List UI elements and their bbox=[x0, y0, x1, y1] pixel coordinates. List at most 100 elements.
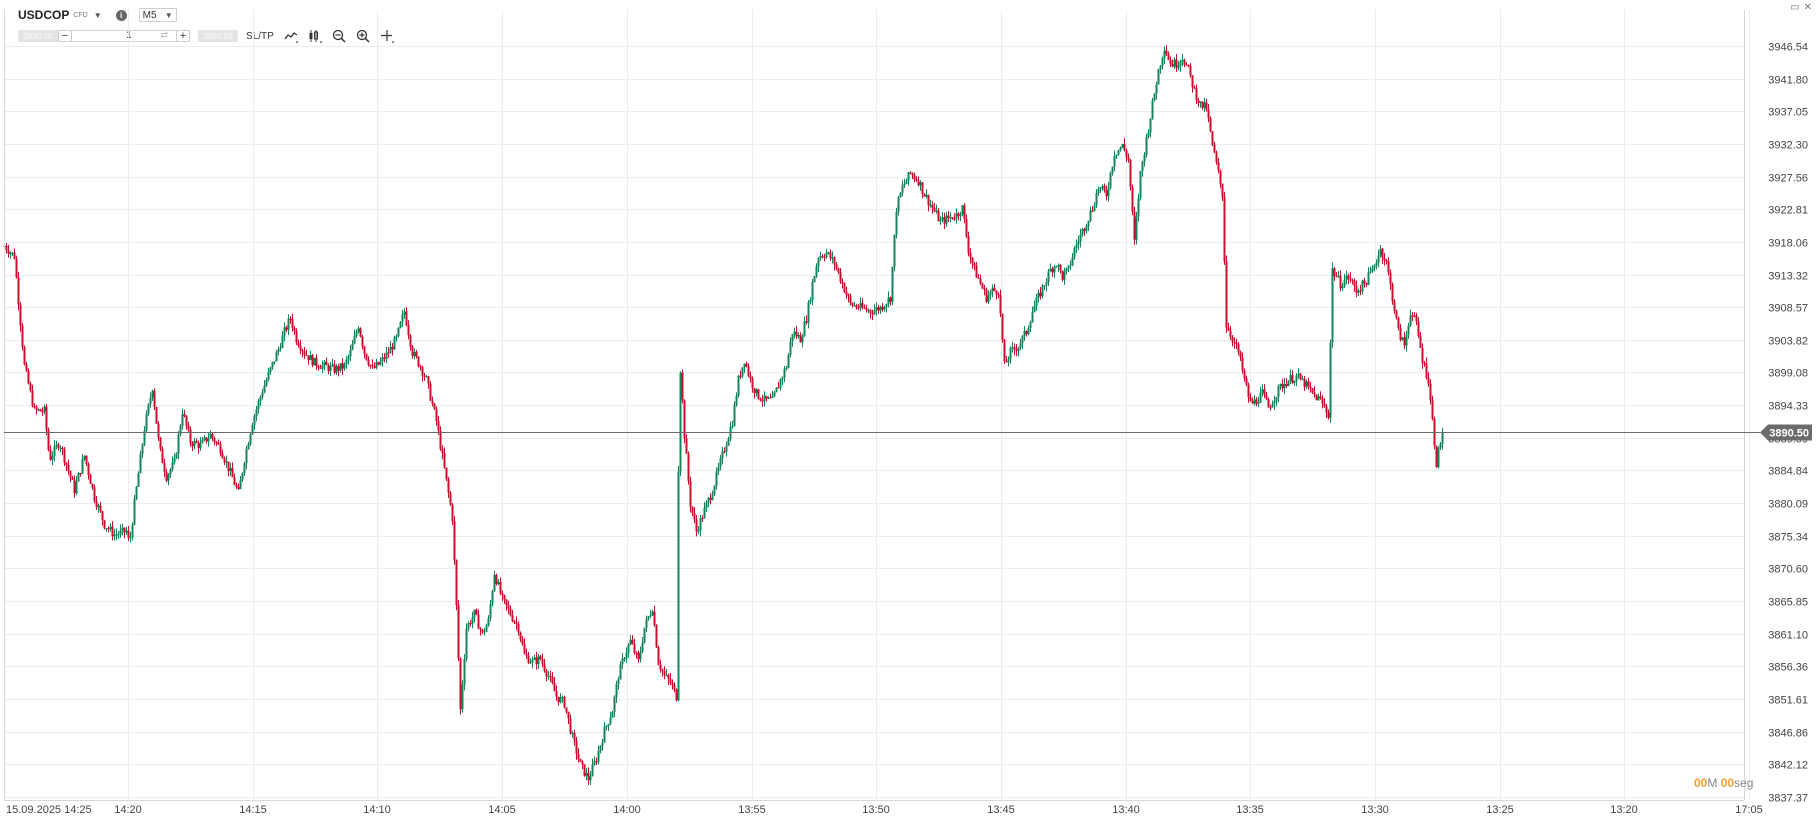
candle-body bbox=[439, 430, 442, 450]
candle-body bbox=[767, 397, 770, 399]
timeframe-select[interactable]: M5 ▼ bbox=[138, 8, 177, 22]
candle-body bbox=[961, 205, 964, 215]
candle-body bbox=[323, 361, 326, 365]
candle-body bbox=[699, 518, 702, 531]
candle-body bbox=[435, 408, 438, 422]
candle-body bbox=[759, 398, 762, 401]
candle-body bbox=[757, 389, 760, 399]
candle-body bbox=[1277, 385, 1280, 397]
candle-body bbox=[619, 664, 622, 680]
zoom-in-icon[interactable] bbox=[356, 29, 370, 43]
candle-body bbox=[189, 429, 192, 444]
candle-body bbox=[215, 442, 218, 444]
candle-body bbox=[365, 353, 368, 360]
sltp-button[interactable]: SL/TP bbox=[246, 30, 274, 42]
candle-body bbox=[31, 390, 34, 406]
candle-body bbox=[1059, 264, 1062, 271]
candle-body bbox=[1069, 265, 1072, 267]
buy-button[interactable]: 3890.90 bbox=[198, 30, 238, 42]
candle-body bbox=[303, 351, 306, 355]
close-icon[interactable]: ✕ bbox=[1803, 2, 1812, 13]
candle-body bbox=[91, 483, 94, 488]
candle-body bbox=[633, 643, 636, 653]
candle-body bbox=[1395, 310, 1398, 318]
zoom-out-icon[interactable] bbox=[332, 29, 346, 43]
candle-body bbox=[1071, 257, 1074, 266]
x-tick-label: 13:40 bbox=[1112, 804, 1140, 816]
candle-body bbox=[743, 363, 746, 368]
line-chart-icon[interactable] bbox=[284, 29, 298, 43]
candle-body bbox=[1181, 59, 1184, 62]
candle-body bbox=[241, 472, 244, 481]
candle-body bbox=[543, 663, 546, 671]
swap-icon[interactable]: ⇄ bbox=[160, 30, 168, 40]
candle-body bbox=[907, 172, 910, 181]
sell-button[interactable]: 3890.10 bbox=[18, 30, 58, 42]
candlestick-icon[interactable] bbox=[308, 29, 322, 43]
candle-body bbox=[461, 684, 464, 710]
candle-body bbox=[947, 215, 950, 218]
candle-body bbox=[281, 335, 284, 348]
candle-body bbox=[469, 622, 472, 624]
candle-body bbox=[953, 218, 956, 220]
candle-body bbox=[599, 745, 602, 751]
candle-body bbox=[283, 327, 286, 336]
candle-body bbox=[1151, 100, 1154, 119]
candle-body bbox=[1329, 342, 1332, 418]
candle-body bbox=[489, 604, 492, 619]
candle-body bbox=[233, 477, 236, 485]
candle-body bbox=[331, 364, 334, 366]
candle-body bbox=[285, 327, 288, 330]
candle-body bbox=[9, 252, 12, 254]
candle-body bbox=[49, 449, 52, 460]
candle-body bbox=[887, 297, 890, 305]
candle-body bbox=[217, 442, 220, 445]
candle-body bbox=[1017, 347, 1020, 351]
info-icon[interactable]: i bbox=[115, 9, 127, 21]
candle-body bbox=[15, 258, 18, 278]
candle-body bbox=[941, 217, 944, 220]
candle-body bbox=[287, 318, 290, 330]
quantity-increase-button[interactable]: + bbox=[176, 30, 190, 42]
candle-body bbox=[355, 332, 358, 336]
quantity-decrease-button[interactable]: − bbox=[58, 30, 72, 42]
candle-body bbox=[1347, 275, 1350, 279]
candle-body bbox=[79, 473, 82, 475]
candle-body bbox=[55, 444, 58, 446]
candle-body bbox=[197, 442, 200, 449]
candle-body bbox=[707, 497, 710, 503]
candle-body bbox=[517, 623, 520, 633]
candle-body bbox=[621, 658, 624, 665]
candle-body bbox=[1127, 157, 1130, 160]
candle-body bbox=[1417, 321, 1420, 336]
candle-body bbox=[749, 375, 752, 379]
symbol-name[interactable]: USDCOP bbox=[18, 8, 70, 22]
candle-body bbox=[889, 297, 892, 302]
candle-body bbox=[89, 474, 92, 484]
candle-body bbox=[1107, 187, 1110, 197]
candle-body bbox=[117, 534, 120, 536]
candle-body bbox=[657, 647, 660, 665]
candle-body bbox=[5, 245, 8, 251]
candle-body bbox=[163, 463, 166, 472]
candle-body bbox=[977, 277, 980, 279]
candle-body bbox=[317, 366, 320, 368]
candle-body bbox=[1305, 381, 1308, 387]
candle-body bbox=[1413, 315, 1416, 317]
candle-body bbox=[1231, 336, 1234, 343]
symbol-dropdown-caret-icon[interactable]: ▼ bbox=[93, 10, 102, 20]
y-tick-label: 3846.86 bbox=[1768, 728, 1808, 740]
candle-body bbox=[597, 750, 600, 762]
candle-body bbox=[203, 437, 206, 440]
crosshair-icon[interactable] bbox=[380, 29, 394, 43]
candle-body bbox=[923, 193, 926, 197]
candle-body bbox=[1429, 383, 1432, 401]
candle-body bbox=[1219, 170, 1222, 184]
x-tick-label: 13:30 bbox=[1361, 804, 1389, 816]
candle-body bbox=[709, 497, 712, 500]
candle-body bbox=[121, 527, 124, 531]
candle-body bbox=[1315, 394, 1318, 401]
restore-icon[interactable]: ▭ bbox=[1790, 2, 1800, 13]
candle-body bbox=[1235, 342, 1238, 345]
